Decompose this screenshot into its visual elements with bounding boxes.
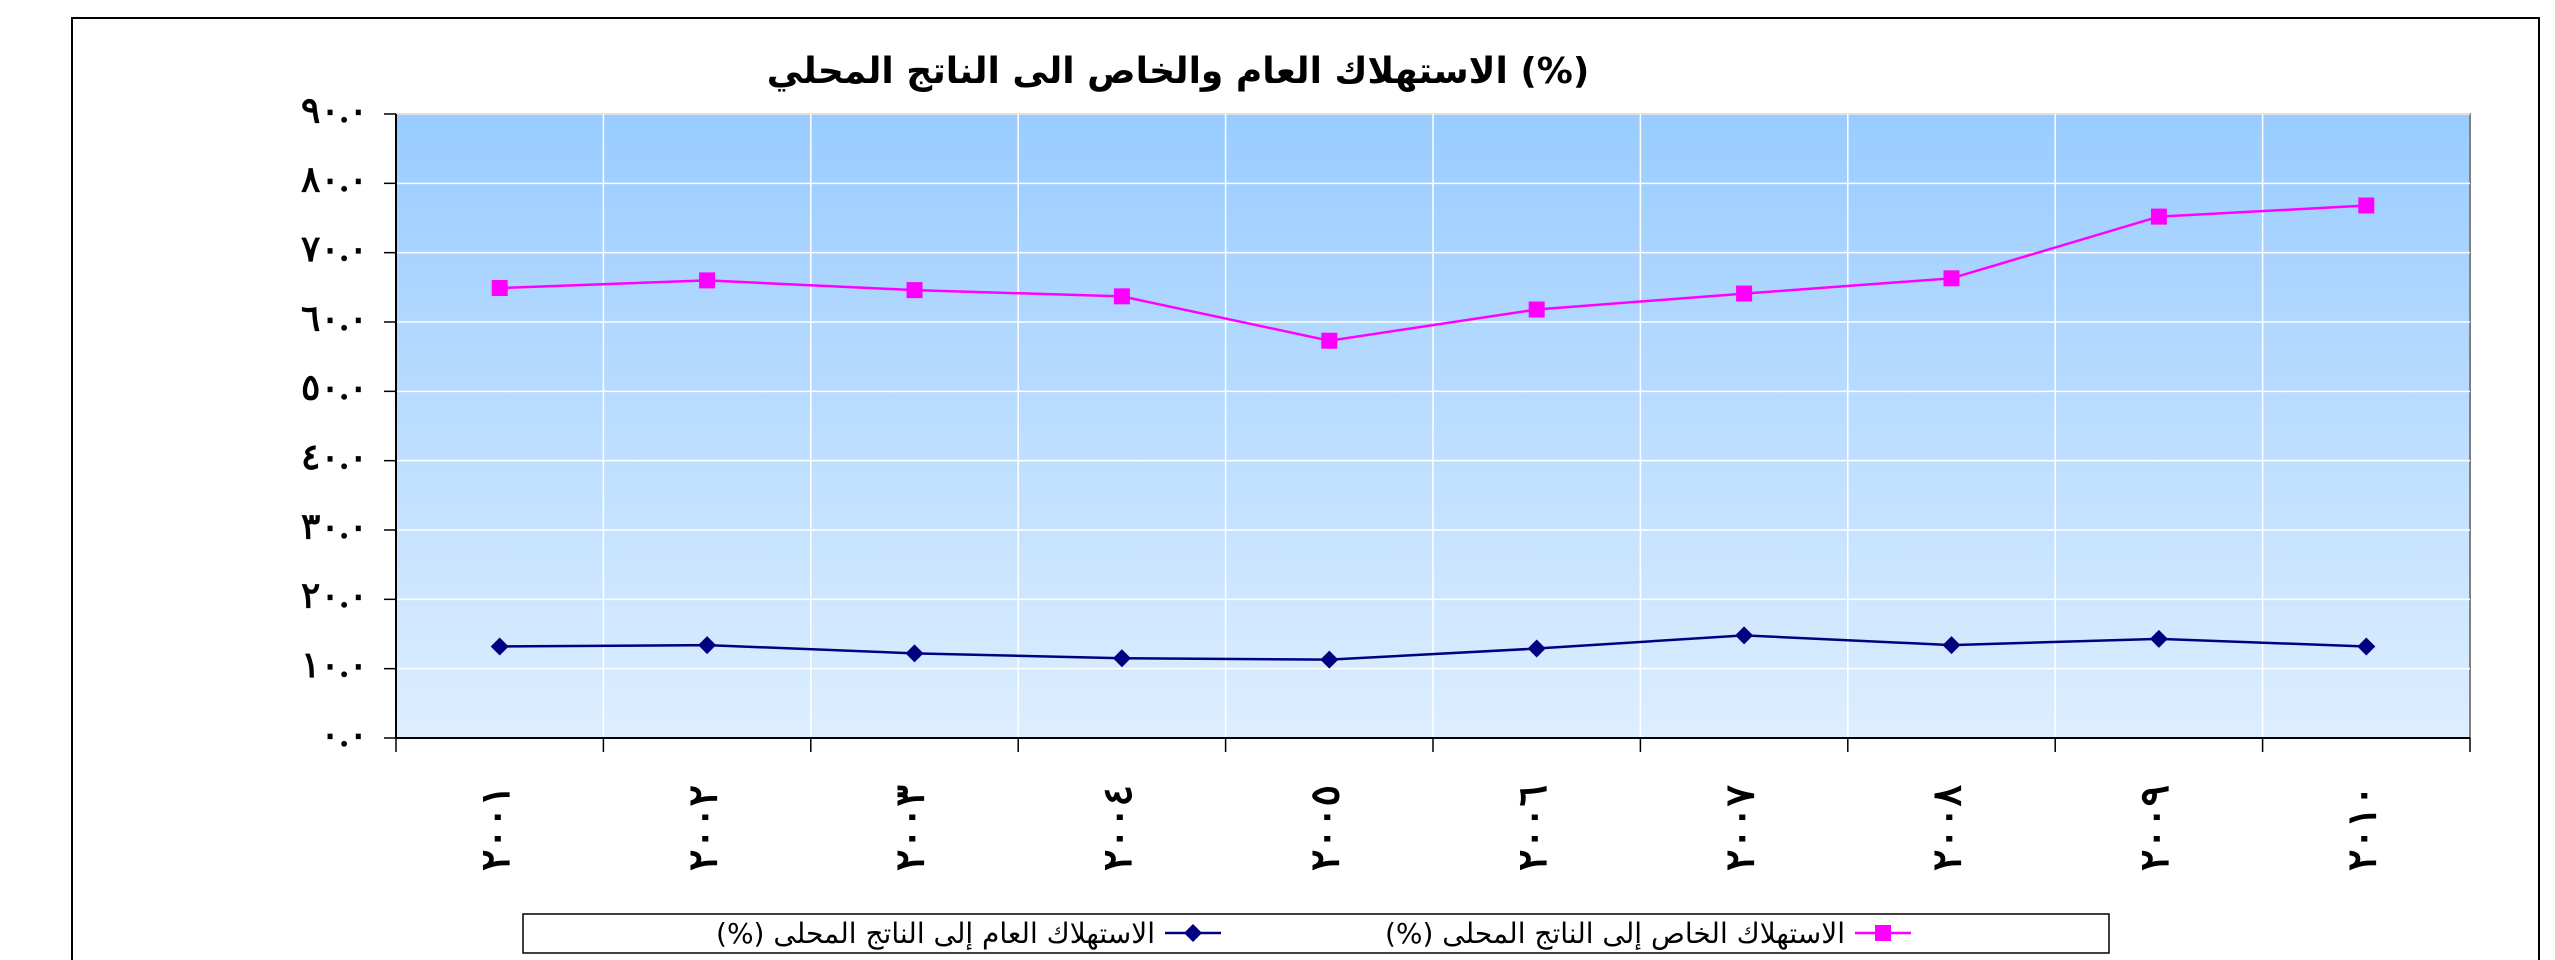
y-tick-label: ٤٠.٠ [301, 437, 368, 477]
y-tick-label: ٩٠.٠ [301, 90, 368, 130]
point [1942, 636, 1961, 655]
x-tick-label: ٢٠٠١ [473, 785, 518, 871]
y-tick-label: ٣٠.٠ [301, 506, 368, 546]
point [1527, 639, 1546, 658]
point [1943, 270, 1960, 287]
point [1321, 332, 1338, 349]
chart-title: الاستهلاك العام والخاص الى الناتج المحلي… [767, 51, 1590, 92]
point [1736, 285, 1753, 302]
point [2357, 637, 2376, 656]
x-tick-label: ٢٠١٠ [2339, 785, 2384, 871]
point [1184, 924, 1202, 942]
x-tick-label: ٢٠٠٥ [1302, 785, 1347, 871]
x-tick-label: ٢٠٠٣ [888, 785, 933, 871]
point [699, 272, 716, 289]
point [490, 637, 509, 656]
legend-label: الاستهلاك الخاص إلى الناتج المحلى (%) [1385, 917, 1845, 950]
x-tick-label: ٢٠٠٧ [1717, 784, 1762, 870]
y-tick-label: ٥٠.٠ [301, 368, 368, 408]
point [1113, 288, 1130, 305]
series-line [499, 634, 2367, 661]
point [491, 280, 508, 297]
point [1735, 626, 1754, 645]
point [2149, 629, 2168, 648]
point [2358, 197, 2375, 214]
y-tick-label: ١٠.٠ [301, 645, 368, 685]
y-tick-label: ٨٠.٠ [301, 160, 368, 200]
y-tick-label: ٦٠.٠ [301, 298, 368, 338]
x-tick-label: ٢٠٠٦ [1510, 785, 1555, 871]
point [698, 636, 717, 655]
legend-box [522, 913, 2110, 954]
legend-label: الاستهلاك العام إلى الناتج المحلى (%) [716, 917, 1155, 950]
point [1875, 925, 1891, 941]
point [1528, 301, 1545, 318]
x-tick-label: ٢٠٠٨ [1925, 784, 1970, 870]
point [1112, 649, 1131, 668]
point [905, 644, 924, 663]
x-tick-label: ٢٠٠٢ [680, 785, 725, 871]
y-tick-label: ٢٠.٠ [301, 576, 368, 616]
point [1320, 650, 1339, 669]
y-tick-label: ٠.٠ [320, 714, 368, 754]
x-tick-label: ٢٠٠٩ [2132, 785, 2177, 871]
y-tick-label: ٧٠.٠ [301, 229, 368, 269]
point [906, 282, 923, 299]
x-tick-label: ٢٠٠٤ [1095, 785, 1140, 871]
point [2150, 208, 2167, 225]
series-line [499, 204, 2367, 342]
